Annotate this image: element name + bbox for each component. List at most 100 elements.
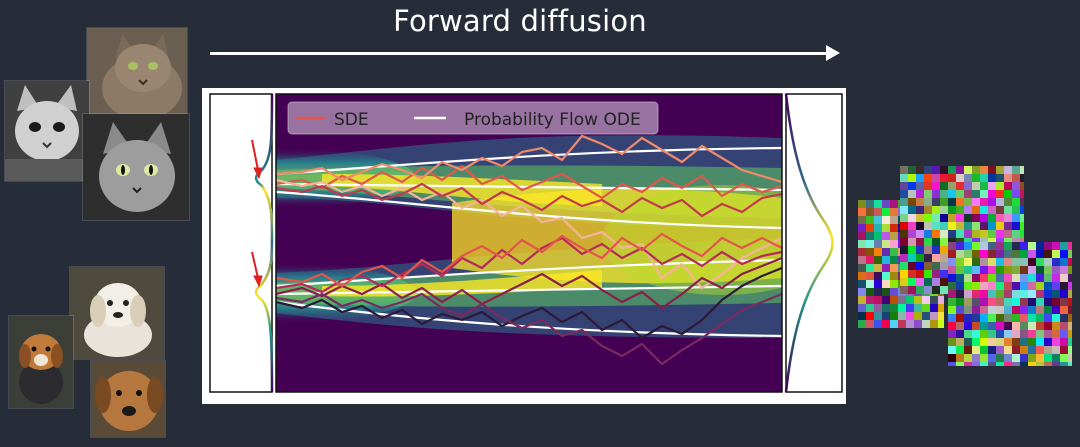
noise-pixel <box>916 246 924 254</box>
noise-pixel <box>988 174 996 182</box>
noise-pixel <box>1020 338 1028 346</box>
noise-pixel <box>980 222 988 230</box>
noise-pixel <box>908 254 916 262</box>
noise-pixel <box>956 322 964 330</box>
noise-pixel <box>908 262 916 270</box>
noise-pixel <box>866 240 874 248</box>
noise-pixel <box>924 262 932 270</box>
noise-pixel <box>932 238 940 246</box>
noise-pixel <box>1012 250 1020 258</box>
noise-pixel <box>874 288 882 296</box>
slide-title: Forward diffusion <box>393 4 647 38</box>
noise-pixel <box>1004 298 1012 306</box>
noise-pixel <box>916 262 924 270</box>
noise-pixel <box>890 256 898 264</box>
noise-pixel <box>1012 242 1020 250</box>
noise-pixel <box>1020 354 1028 362</box>
noise-pixel <box>1004 174 1012 182</box>
noise-pixel <box>948 250 956 258</box>
noise-pixel <box>1012 330 1020 338</box>
cat-photo-3 <box>82 113 190 221</box>
noise-pixel <box>948 330 956 338</box>
noise-pixel <box>1068 338 1072 346</box>
noise-pixel <box>932 206 940 214</box>
noise-pixel <box>980 346 988 354</box>
noise-pixel <box>988 274 996 282</box>
noise-pixel <box>1060 282 1068 290</box>
noise-pixel <box>988 306 996 314</box>
noise-pixel <box>900 214 908 222</box>
noise-pixel <box>980 314 988 322</box>
noise-pixel <box>980 250 988 258</box>
noise-pixel <box>1036 338 1044 346</box>
noise-pixel <box>1052 242 1060 250</box>
noise-pixel <box>938 312 944 320</box>
noise-pixel <box>996 354 1004 362</box>
noise-pixel <box>898 296 906 304</box>
noise-pixel <box>980 290 988 298</box>
noise-pixel <box>900 198 908 206</box>
diffusion-figure: SDE Probability Flow ODE <box>202 88 846 404</box>
noise-pixel <box>988 290 996 298</box>
noise-pixel <box>996 182 1004 190</box>
noise-pixel <box>916 182 924 190</box>
dog-photo-3 <box>90 360 166 438</box>
noise-pixel <box>916 278 924 286</box>
sde-trajectories <box>276 134 782 366</box>
noise-pixel <box>1060 330 1068 338</box>
noise-pixel <box>948 242 956 250</box>
noise-pixel <box>908 190 916 198</box>
noise-pixel <box>980 338 988 346</box>
noise-pixel <box>988 346 996 354</box>
forward-arrow-head <box>826 45 840 61</box>
noise-pixel <box>996 298 1004 306</box>
noise-pixel <box>972 298 980 306</box>
noise-pixel <box>1004 290 1012 298</box>
noise-pixel <box>980 354 988 362</box>
noise-pixel <box>866 264 874 272</box>
noise-pixel <box>890 248 898 256</box>
noise-pixel <box>900 190 908 198</box>
noise-pixel <box>900 262 908 270</box>
noise-pixel <box>858 200 866 208</box>
mode-marker-arrows <box>251 139 263 288</box>
noise-pixel <box>924 174 932 182</box>
noise-pixel <box>916 286 924 294</box>
noise-pixel <box>988 298 996 306</box>
noise-pixel <box>866 320 874 328</box>
noise-pixel <box>1012 282 1020 290</box>
noise-pixel <box>924 230 932 238</box>
noise-pixel <box>914 320 922 328</box>
noise-pixel <box>908 270 916 278</box>
noise-pixel <box>964 290 972 298</box>
noise-pixel <box>980 242 988 250</box>
noise-pixel <box>964 338 972 346</box>
noise-pixel <box>948 362 956 366</box>
noise-pixel <box>1044 330 1052 338</box>
noise-pixel <box>956 346 964 354</box>
noise-pixel <box>932 286 940 294</box>
noise-pixel <box>1068 258 1072 266</box>
noise-pixel <box>972 266 980 274</box>
noise-pixel <box>964 206 972 214</box>
noise-pixel <box>1020 290 1028 298</box>
noise-pixel <box>1052 250 1060 258</box>
noise-pixel <box>900 238 908 246</box>
noise-pixel <box>1044 362 1052 366</box>
noise-pixel <box>1028 362 1036 366</box>
noise-pixel <box>924 238 932 246</box>
noise-pixel <box>914 312 922 320</box>
noise-pixel <box>1044 346 1052 354</box>
noise-pixel <box>866 304 874 312</box>
noise-pixel <box>964 166 972 174</box>
noise-pixel <box>932 214 940 222</box>
noise-pixel <box>988 214 996 222</box>
noise-pixel <box>980 198 988 206</box>
noise-pixel <box>948 266 956 274</box>
noise-pixel <box>1052 346 1060 354</box>
noise-pixel <box>858 296 866 304</box>
noise-pixel <box>1020 330 1028 338</box>
noise-pixel <box>940 166 948 174</box>
noise-pixel <box>948 198 956 206</box>
noise-pixel <box>900 230 908 238</box>
